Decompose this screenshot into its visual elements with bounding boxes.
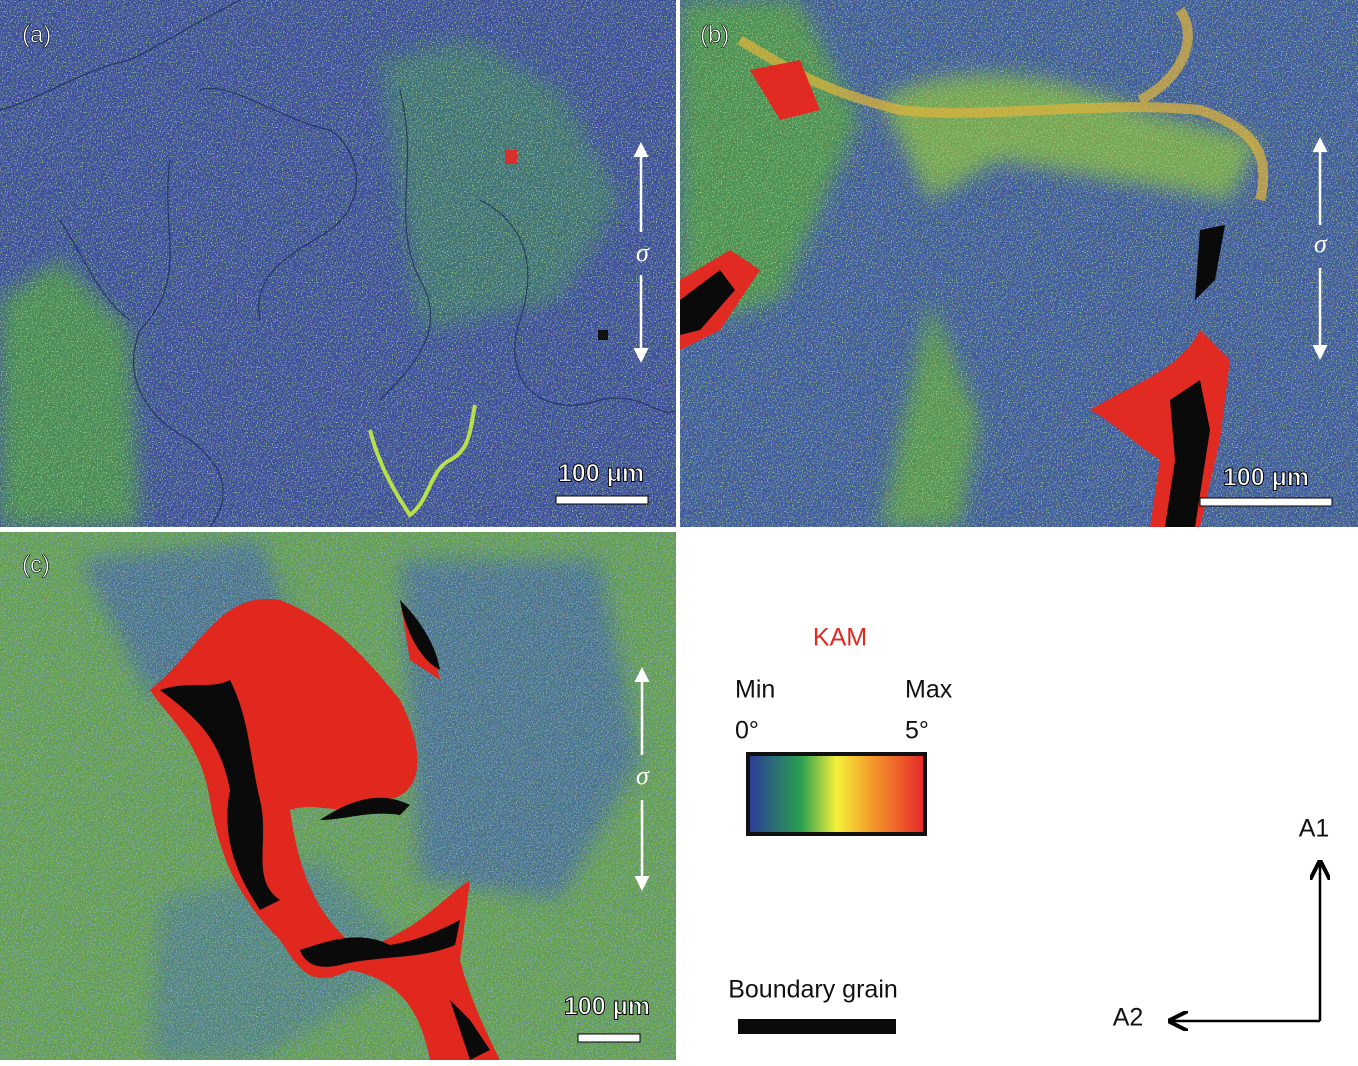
- axis-label: A2: [1113, 1004, 1144, 1032]
- stress-symbol: σ: [636, 238, 650, 267]
- legend-max-value: 5°: [905, 717, 929, 745]
- orientation-axes: [1170, 862, 1320, 1021]
- scale-bar-label: 100 μm: [1223, 464, 1309, 492]
- legend-title: KAM: [813, 624, 867, 652]
- panel-label: (c): [22, 551, 50, 578]
- legend-min-value: 0°: [735, 717, 759, 745]
- legend-max-label: Max: [905, 676, 953, 704]
- panel-a: [0, 0, 676, 527]
- panel-c: [0, 532, 676, 1060]
- boundary-label: Boundary grain: [728, 976, 898, 1004]
- boundary-swatch: [738, 1019, 896, 1034]
- scale-bar: [555, 495, 649, 505]
- axis-label: A1: [1299, 815, 1330, 843]
- scale-bar: [577, 1033, 641, 1043]
- scale-bar-label: 100 μm: [558, 460, 644, 488]
- panel-label: (b): [700, 21, 729, 48]
- panel-b: [680, 0, 1358, 527]
- scale-bar-label: 100 μm: [564, 993, 650, 1021]
- stress-arrow: [633, 137, 1328, 891]
- scale-bar: [1199, 497, 1333, 507]
- legend-min-label: Min: [735, 676, 775, 704]
- stress-symbol: σ: [1314, 229, 1328, 258]
- stress-symbol: σ: [636, 761, 650, 790]
- panel-label: (a): [22, 21, 51, 48]
- color-scale: [746, 752, 927, 836]
